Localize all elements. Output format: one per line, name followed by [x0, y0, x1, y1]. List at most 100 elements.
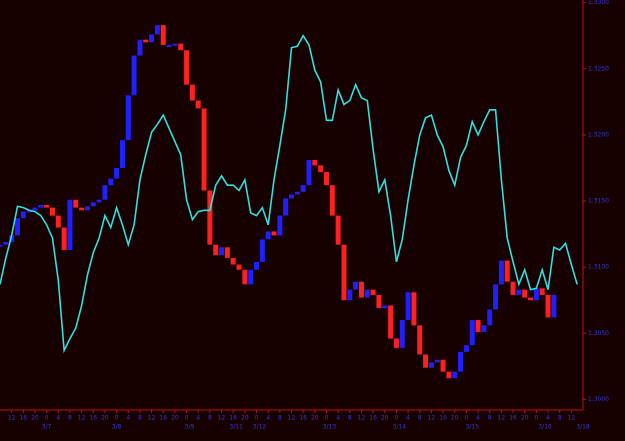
- x-tick-label: 0: [395, 415, 399, 422]
- price-bar: [38, 205, 44, 208]
- price-bar: [178, 43, 184, 51]
- price-bar: [335, 215, 341, 245]
- x-tick-label: 0: [325, 415, 329, 422]
- x-tick-label: 16: [509, 415, 517, 422]
- price-bar: [329, 185, 335, 216]
- x-tick-label: 12: [8, 415, 16, 422]
- price-bar: [516, 289, 522, 295]
- x-tick-label: 8: [348, 415, 352, 422]
- price-bar: [189, 84, 195, 101]
- x-tick-label: 12: [498, 415, 506, 422]
- price-bar: [26, 210, 32, 213]
- price-bar: [259, 239, 265, 262]
- x-tick-label: 12: [148, 415, 156, 422]
- price-bar: [207, 190, 213, 245]
- price-bar: [306, 160, 312, 186]
- x-tick-label: 8: [138, 415, 142, 422]
- price-bar: [248, 269, 254, 285]
- x-tick-label: 4: [56, 415, 60, 422]
- x-tick-label: 16: [439, 415, 447, 422]
- price-bar: [504, 260, 510, 282]
- date-label: 3/7: [42, 424, 52, 431]
- x-tick-label: 8: [558, 415, 562, 422]
- price-bar: [463, 345, 469, 352]
- price-bar: [341, 244, 347, 301]
- x-tick-label: 0: [534, 415, 538, 422]
- price-bar: [323, 171, 329, 186]
- price-bar: [236, 264, 242, 270]
- price-bar: [370, 289, 376, 295]
- date-label: 3/11: [229, 424, 243, 431]
- price-bar: [440, 359, 446, 372]
- price-bar: [149, 34, 155, 43]
- y-tick-label: 1.3300: [588, 0, 609, 6]
- price-bar: [358, 281, 364, 298]
- price-bar: [405, 292, 411, 321]
- price-bar: [428, 362, 434, 368]
- price-bar: [469, 320, 475, 346]
- price-bar: [382, 305, 388, 309]
- y-tick-label: 1.3200: [588, 131, 609, 138]
- x-tick-label: 16: [369, 415, 377, 422]
- x-tick-label: 20: [521, 415, 529, 422]
- price-bar: [522, 289, 528, 298]
- price-bar: [551, 294, 557, 318]
- price-bar: [102, 185, 108, 200]
- price-bar: [539, 288, 545, 295]
- x-tick-label: 16: [299, 415, 307, 422]
- date-label: 3/16: [538, 424, 552, 431]
- price-bar: [318, 165, 324, 172]
- y-tick-label: 1.3250: [588, 65, 609, 72]
- date-label: 3/18: [576, 424, 590, 431]
- x-tick-label: 12: [218, 415, 226, 422]
- x-tick-label: 20: [241, 415, 249, 422]
- price-bar: [411, 292, 417, 326]
- x-tick-label: 16: [159, 415, 167, 422]
- price-bar: [528, 297, 534, 301]
- price-bar: [213, 244, 219, 256]
- price-bar: [14, 218, 20, 236]
- price-bar: [265, 231, 271, 240]
- x-tick-label: 4: [266, 415, 270, 422]
- price-bar: [119, 140, 125, 168]
- x-tick-label: 20: [101, 415, 109, 422]
- price-bar: [417, 325, 423, 355]
- x-tick-label: 20: [451, 415, 459, 422]
- date-label: 3/12: [253, 424, 267, 431]
- price-bar: [376, 294, 382, 309]
- price-bar: [219, 247, 225, 256]
- x-tick-label: 8: [488, 415, 492, 422]
- price-bar: [9, 235, 15, 243]
- x-tick-label: 12: [78, 415, 86, 422]
- price-bar: [125, 95, 131, 141]
- x-tick-label: 0: [115, 415, 119, 422]
- price-bar: [434, 359, 440, 363]
- price-bar: [388, 305, 394, 339]
- price-bar: [160, 25, 166, 45]
- price-bar: [452, 371, 458, 379]
- y-tick-label: 1.3050: [588, 330, 609, 337]
- x-tick-label: 20: [311, 415, 319, 422]
- price-bar: [393, 338, 399, 348]
- price-bar: [114, 167, 120, 179]
- x-tick-label: 16: [89, 415, 97, 422]
- x-tick-label: 20: [381, 415, 389, 422]
- x-tick-label: 20: [171, 415, 179, 422]
- price-bar: [254, 261, 260, 270]
- x-tick-label: 0: [255, 415, 259, 422]
- price-bar: [294, 191, 300, 195]
- price-bar: [0, 244, 3, 247]
- x-tick-label: 8: [418, 415, 422, 422]
- x-tick-label: 0: [464, 415, 468, 422]
- price-bar: [545, 294, 551, 318]
- price-bar: [271, 231, 277, 236]
- price-bar: [154, 25, 160, 35]
- price-bar: [96, 199, 102, 203]
- price-bar: [533, 288, 539, 301]
- price-bar: [195, 100, 201, 109]
- price-bar: [487, 309, 493, 326]
- price-bar: [201, 108, 207, 191]
- price-bar: [446, 371, 452, 379]
- price-bar: [73, 199, 79, 208]
